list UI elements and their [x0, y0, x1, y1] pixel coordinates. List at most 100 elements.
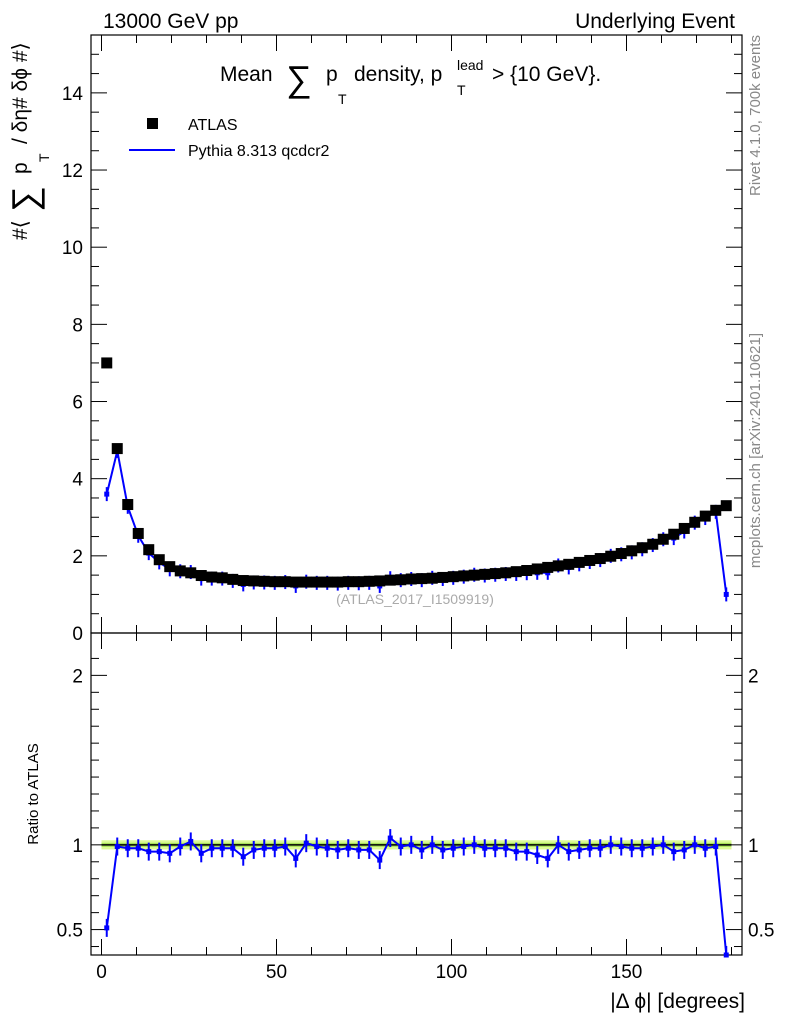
- atlas-point: [405, 573, 417, 585]
- atlas-point: [426, 572, 438, 584]
- rivet-info-label: Rivet 4.1.0, 700k events: [747, 35, 764, 196]
- ratio-pythia-point: [240, 854, 246, 860]
- atlas-point: [374, 575, 386, 587]
- ratio-pythia-point: [482, 845, 488, 851]
- title-sum-symbol: ∑: [286, 58, 312, 99]
- atlas-point: [248, 575, 260, 587]
- ratio-pythia-point: [125, 845, 131, 851]
- ratio-pythia-point: [650, 844, 656, 850]
- atlas-point: [132, 527, 144, 539]
- atlas-point: [111, 443, 123, 455]
- ratio-pythia-point: [135, 845, 141, 851]
- main-ytick-label: 2: [72, 547, 83, 568]
- ratio-pythia-point: [366, 847, 372, 853]
- atlas-point: [353, 576, 365, 588]
- header-left: 13000 GeV pp: [103, 10, 238, 33]
- ratio-pythia-point: [219, 845, 225, 851]
- atlas-point: [300, 576, 312, 588]
- atlas-point: [594, 553, 606, 565]
- ratio-pythia-point: [419, 847, 425, 853]
- ratio-xtick-label: 50: [266, 962, 287, 983]
- ratio-pythia-point: [230, 845, 236, 851]
- atlas-point: [164, 561, 176, 573]
- ratio-pythia-point: [282, 844, 288, 850]
- ratio-pythia-point: [723, 952, 729, 958]
- ratio-pythia-point: [356, 847, 362, 853]
- ratio-pythia-point: [555, 842, 561, 848]
- atlas-point: [552, 560, 564, 572]
- ratio-pythia-point: [471, 842, 477, 848]
- ratio-pythia-point: [503, 845, 509, 851]
- atlas-point: [573, 556, 585, 568]
- atlas-point: [395, 574, 407, 586]
- atlas-point: [489, 568, 501, 580]
- atlas-point: [185, 567, 197, 579]
- legend: ATLAS Pythia 8.313 qcdcr2: [129, 117, 330, 160]
- ratio-pythia-point: [387, 835, 393, 841]
- main-ytick-label: 14: [62, 84, 84, 105]
- ratio-pythia-point: [303, 840, 309, 846]
- ratio-xtick-label: 150: [611, 962, 643, 983]
- atlas-point: [689, 516, 701, 528]
- atlas-point: [311, 576, 323, 588]
- ratio-pythia-point: [639, 845, 645, 851]
- ratio-pythia-point: [713, 844, 719, 850]
- atlas-point: [479, 568, 491, 580]
- atlas-point: [699, 510, 711, 522]
- main-y-axis-label: #⟨ ∑ p T / δη# δϕ #⟩: [4, 42, 52, 240]
- atlas-point: [510, 566, 522, 578]
- main-ytick-label: 0: [72, 624, 83, 645]
- ylabel-rest: / δη# δϕ #⟩: [9, 42, 32, 144]
- atlas-point: [321, 576, 333, 588]
- main-axes: 0 2 4 6 8 10 12 14: [62, 35, 742, 645]
- atlas-point: [332, 576, 344, 588]
- ratio-pythia-point: [461, 844, 467, 850]
- title-lead-t-subscript: T: [457, 82, 466, 98]
- atlas-point: [626, 545, 638, 557]
- atlas-point: [584, 554, 596, 566]
- atlas-point: [521, 564, 533, 576]
- ratio-pythia-point: [335, 847, 341, 853]
- ratio-xtick-label: 100: [436, 962, 468, 983]
- atlas-point: [500, 567, 512, 579]
- x-axis-label: |Δ ϕ| [degrees]: [610, 990, 745, 1013]
- ratio-ytick-label-right: 1: [748, 836, 759, 857]
- ratio-pythia-point: [114, 844, 120, 850]
- ratio-pythia-point: [440, 847, 446, 853]
- atlas-point: [342, 576, 354, 588]
- atlas-point: [101, 357, 113, 369]
- ratio-pythia-point: [671, 849, 677, 855]
- ratio-pythia-point: [576, 847, 582, 853]
- atlas-point: [122, 499, 134, 511]
- ratio-pythia-point: [513, 849, 519, 855]
- main-ytick-label: 12: [62, 161, 83, 182]
- ratio-pythia-point: [314, 844, 320, 850]
- ratio-pythia-point: [324, 845, 330, 851]
- ratio-pythia-point: [146, 849, 152, 855]
- atlas-point: [174, 565, 186, 577]
- ylabel-hash-open: #⟨: [9, 220, 32, 240]
- legend-atlas-label: ATLAS: [188, 117, 238, 134]
- ratio-pythia-point: [492, 845, 498, 851]
- atlas-point: [720, 500, 732, 512]
- ratio-pythia-point: [681, 847, 687, 853]
- main-ytick-label: 4: [72, 470, 83, 491]
- ratio-pythia-point: [261, 845, 267, 851]
- atlas-point: [363, 575, 375, 587]
- main-title: Mean ∑ p T density, p lead T > {10 GeV}.: [220, 57, 601, 107]
- atlas-point: [437, 571, 449, 583]
- ratio-ytick-label: 0.5: [57, 921, 83, 942]
- header-right: Underlying Event: [575, 10, 735, 33]
- atlas-point: [647, 538, 659, 550]
- atlas-point: [447, 571, 459, 583]
- ratio-ytick-label-right: 2: [748, 666, 759, 687]
- ratio-pythia-point: [209, 845, 215, 851]
- title-suffix: > {10 GeV}.: [492, 63, 601, 86]
- atlas-point: [605, 550, 617, 562]
- ratio-pythia-point: [177, 844, 183, 850]
- ratio-pythia-point: [156, 849, 162, 855]
- atlas-point: [710, 504, 722, 516]
- atlas-point: [615, 548, 627, 560]
- ratio-pythia-point: [629, 845, 635, 851]
